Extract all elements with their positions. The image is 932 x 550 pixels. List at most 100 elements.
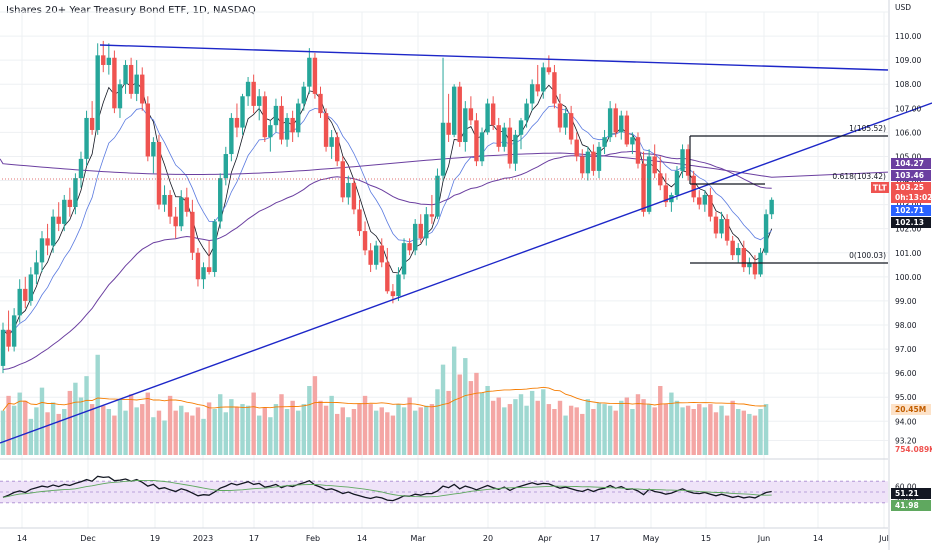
candle-body bbox=[201, 267, 206, 280]
candle-body bbox=[691, 175, 696, 198]
candles[interactable] bbox=[0, 40, 774, 374]
candle-body bbox=[552, 72, 557, 104]
price-tick-label: 105.00 bbox=[895, 152, 921, 161]
volume-bar bbox=[541, 389, 546, 455]
price-tick-label: 94.00 bbox=[895, 417, 917, 426]
volume-bar bbox=[362, 395, 368, 455]
volume-bar bbox=[346, 417, 351, 455]
volume-bar bbox=[479, 392, 485, 455]
candle-body bbox=[151, 142, 156, 157]
price-tick-label: 108.00 bbox=[895, 80, 921, 89]
volume-bar bbox=[741, 410, 747, 455]
volume-bar bbox=[379, 407, 384, 455]
badge-volume-ma-bg bbox=[891, 404, 931, 415]
volume-bar bbox=[663, 404, 669, 455]
volume-bar bbox=[62, 409, 67, 455]
badge-ema-fast-bg bbox=[891, 217, 931, 228]
volume-bar bbox=[496, 397, 501, 455]
candle-body bbox=[674, 170, 680, 195]
candle-body bbox=[262, 96, 267, 138]
price-tick-label: 99.00 bbox=[895, 297, 917, 306]
fib-retracement[interactable]: 1(105.52) 0.618(103.42) 0(100.03) bbox=[689, 124, 888, 264]
candle-body bbox=[34, 262, 39, 275]
volume-bar bbox=[429, 404, 435, 455]
candle-body bbox=[335, 137, 340, 162]
badge-volume-ma: 20.45M bbox=[895, 405, 926, 414]
volume-bar bbox=[45, 412, 50, 455]
volume-bar bbox=[502, 407, 507, 455]
volume-bar bbox=[0, 410, 6, 455]
candle-body bbox=[680, 149, 685, 171]
rsi-ma-line bbox=[2, 479, 772, 498]
volume-bar bbox=[162, 420, 167, 455]
candle-body bbox=[301, 86, 306, 104]
volume-bar bbox=[257, 415, 262, 455]
candle-body bbox=[535, 84, 540, 92]
candle-body bbox=[268, 125, 273, 138]
price-tick-label: 96.00 bbox=[895, 369, 917, 378]
time-tick-label: Mar bbox=[410, 534, 426, 543]
volume-bar bbox=[591, 409, 596, 455]
candle-body bbox=[385, 262, 390, 292]
candle-body bbox=[368, 250, 373, 265]
volume-bar bbox=[106, 409, 112, 455]
volume-bar bbox=[123, 410, 128, 455]
volume-bar bbox=[407, 397, 412, 455]
volume-bar bbox=[340, 407, 345, 455]
volume-bar bbox=[652, 407, 657, 455]
time-axis[interactable]: 14 Dec 19 2023 17 Feb 14 Mar 20 Apr 17 May 15 Jun 14 Ju… bbox=[17, 534, 889, 543]
candle-body bbox=[507, 127, 513, 164]
candle-body bbox=[290, 117, 295, 133]
volume-bar bbox=[212, 409, 217, 455]
time-tick-label: 14 bbox=[357, 534, 367, 543]
volume-ma-path bbox=[2, 386, 767, 411]
candle-body bbox=[56, 216, 61, 224]
volume-bar bbox=[173, 410, 178, 455]
time-tick-label: Apr bbox=[538, 534, 553, 543]
volume-bar bbox=[56, 413, 61, 455]
volume-bar bbox=[34, 407, 39, 455]
volume-bar bbox=[17, 392, 22, 455]
volume-bar bbox=[552, 409, 557, 455]
volume-bar bbox=[301, 404, 306, 455]
candle-body bbox=[719, 219, 724, 234]
candle-body bbox=[73, 178, 78, 208]
volume-bar bbox=[234, 407, 240, 455]
time-tick-label: Dec bbox=[80, 534, 95, 543]
candle-body bbox=[396, 274, 401, 297]
volume-bar bbox=[28, 418, 34, 455]
fib-level-label: 0.618(103.42) bbox=[832, 172, 886, 181]
candle-body bbox=[630, 137, 635, 145]
price-axis[interactable]: USD 93.20 94.00 95.00 96.00 97.00 98.00 99.00 10… bbox=[895, 3, 921, 502]
volume-bar bbox=[318, 400, 323, 455]
candle-body bbox=[490, 103, 496, 126]
volume-bar bbox=[730, 400, 735, 455]
candle-body bbox=[323, 113, 329, 147]
volume-bar bbox=[145, 392, 151, 455]
volume-bar bbox=[602, 404, 607, 455]
volume-bar bbox=[585, 399, 591, 455]
time-tick-label: May bbox=[643, 534, 660, 543]
price-tick-label: 95.00 bbox=[895, 393, 917, 402]
volume-bar bbox=[11, 405, 17, 455]
badge-volume: 754.089K bbox=[895, 445, 932, 454]
candle-body bbox=[318, 93, 323, 114]
volume-bar bbox=[613, 410, 618, 455]
price-tick-label: 98.00 bbox=[895, 321, 917, 330]
candle-body bbox=[708, 194, 713, 217]
lower-trend-line bbox=[0, 102, 932, 444]
volume-bar bbox=[507, 404, 513, 455]
volume-bar bbox=[290, 400, 295, 455]
volume-bar bbox=[474, 372, 479, 455]
volume-bar bbox=[624, 397, 630, 455]
volume-bar bbox=[335, 413, 340, 455]
candle-body bbox=[546, 67, 552, 73]
volume-bar bbox=[563, 415, 568, 455]
candle-body bbox=[496, 125, 501, 147]
volume-bar bbox=[747, 413, 752, 455]
ticker-badge: TLT bbox=[873, 184, 888, 193]
volume-bar bbox=[151, 417, 156, 455]
trend-lines[interactable] bbox=[0, 44, 932, 444]
volume-bar bbox=[140, 404, 145, 455]
